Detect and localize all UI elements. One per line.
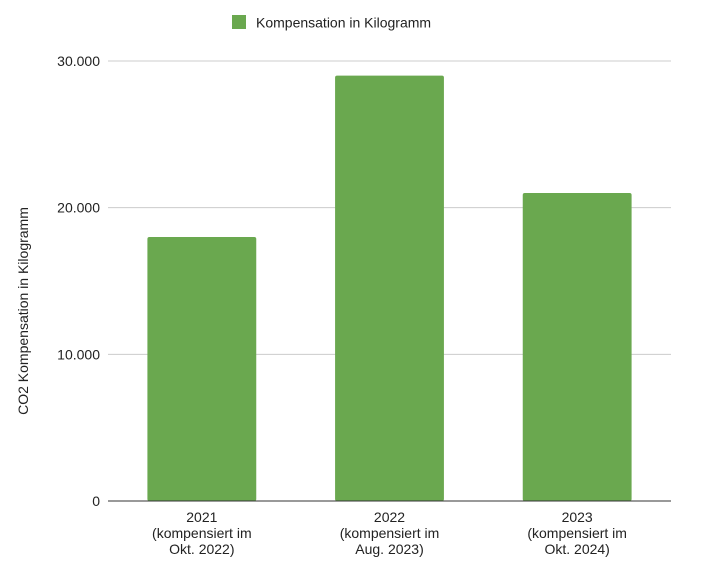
y-axis-label: CO2 Kompensation in Kilogramm (15, 207, 31, 415)
y-axis-ticks: 0 10.000 20.000 30.000 (57, 53, 100, 509)
y-tick-label: 20.000 (57, 200, 100, 216)
bar (147, 237, 257, 501)
bars (147, 75, 632, 502)
x-axis-ticks: 2021 (kompensiert im Okt. 2022) 2022 (kompen… (152, 509, 627, 557)
y-tick-label: 10.000 (57, 346, 100, 362)
x-tick-label: 2021 (kompensiert im Okt. 2022) (152, 509, 252, 557)
y-tick-label: 30.000 (57, 53, 100, 69)
y-tick-label: 0 (92, 493, 100, 509)
legend-swatch (232, 15, 246, 29)
x-tick-label: 2022 (kompensiert im Aug. 2023) (340, 509, 440, 557)
bar (522, 193, 632, 501)
x-tick-label: 2023 (kompensiert im Okt. 2024) (527, 509, 627, 557)
bar (335, 75, 444, 502)
legend-label: Kompensation in Kilogramm (256, 15, 431, 31)
legend: Kompensation in Kilogramm (232, 15, 431, 31)
